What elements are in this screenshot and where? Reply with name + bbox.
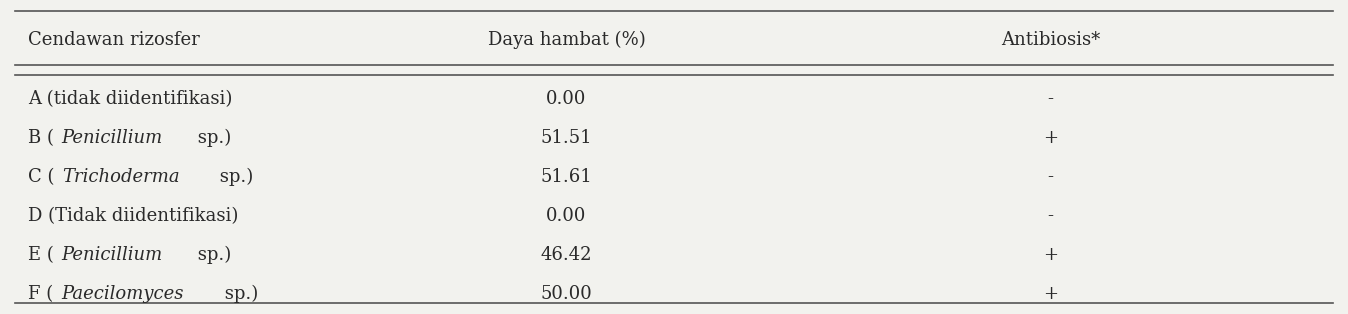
Text: +: + <box>1043 129 1058 147</box>
Text: 0.00: 0.00 <box>546 90 586 108</box>
Text: -: - <box>1047 90 1054 108</box>
Text: sp.): sp.) <box>218 285 257 303</box>
Text: -: - <box>1047 207 1054 225</box>
Text: A (tidak diidentifikasi): A (tidak diidentifikasi) <box>28 90 233 108</box>
Text: 51.51: 51.51 <box>541 129 592 147</box>
Text: +: + <box>1043 246 1058 264</box>
Text: Penicillium: Penicillium <box>62 129 163 147</box>
Text: 46.42: 46.42 <box>541 246 592 264</box>
Text: C (: C ( <box>28 168 55 186</box>
Text: +: + <box>1043 285 1058 303</box>
Text: 50.00: 50.00 <box>541 285 592 303</box>
Text: -: - <box>1047 168 1054 186</box>
Text: Trichoderma: Trichoderma <box>62 168 181 186</box>
Text: Cendawan rizosfer: Cendawan rizosfer <box>28 31 200 49</box>
Text: sp.): sp.) <box>191 246 232 264</box>
Text: F (: F ( <box>28 285 54 303</box>
Text: sp.): sp.) <box>214 168 253 186</box>
Text: Daya hambat (%): Daya hambat (%) <box>488 31 646 49</box>
Text: Penicillium: Penicillium <box>62 246 163 264</box>
Text: 51.61: 51.61 <box>541 168 592 186</box>
Text: Paecilomyces: Paecilomyces <box>61 285 183 303</box>
Text: D (Tidak diidentifikasi): D (Tidak diidentifikasi) <box>28 207 239 225</box>
Text: 0.00: 0.00 <box>546 207 586 225</box>
Text: B (: B ( <box>28 129 54 147</box>
Text: E (: E ( <box>28 246 54 264</box>
Text: sp.): sp.) <box>193 129 232 148</box>
Text: Antibiosis*: Antibiosis* <box>1002 31 1100 49</box>
